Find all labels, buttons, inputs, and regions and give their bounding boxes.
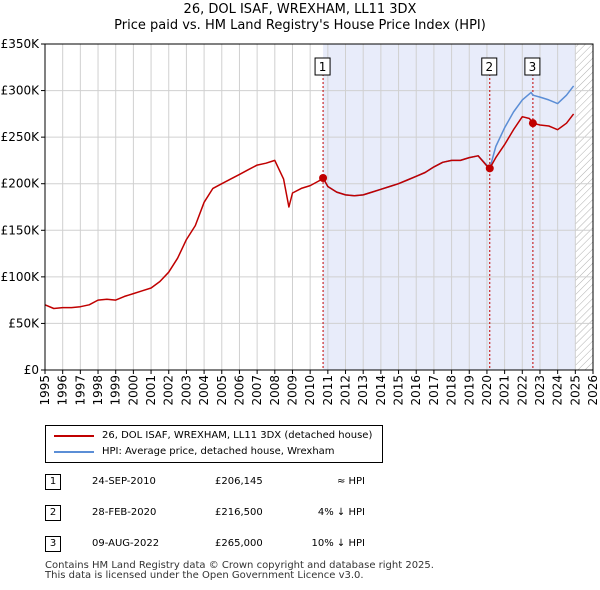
x-tick-label: 1998: [91, 375, 105, 406]
x-tick-label: 1996: [56, 375, 70, 406]
x-tick-label: 1997: [73, 375, 87, 406]
x-tick-label: 2004: [197, 375, 211, 406]
transaction-date: 09-AUG-2022: [92, 538, 160, 549]
x-tick-label: 2013: [356, 375, 370, 406]
plot-frame: [44, 43, 594, 371]
sale-box: [524, 57, 541, 76]
y-tick-label: £100K: [1, 270, 41, 284]
x-tick-label: 2017: [427, 375, 441, 406]
x-tick-label: 2001: [144, 375, 158, 406]
transaction-hpi: 10% ↓ HPI: [311, 538, 365, 549]
x-tick-label: 2019: [462, 375, 476, 406]
transaction-hpi: ≈ HPI: [336, 476, 365, 487]
transaction-price: £216,500: [215, 507, 263, 518]
transaction-number: 1: [45, 474, 61, 490]
x-tick-label: 2026: [586, 375, 600, 406]
chart-title: 26, DOL ISAF, WREXHAM, LL11 3DX Price pa…: [0, 2, 600, 34]
table-row: 2 28-FEB-2020 £216,500 4% ↓ HPI: [45, 505, 375, 523]
footer-line-2: This data is licensed under the Open Gov…: [45, 570, 364, 581]
x-tick-label: 2008: [268, 375, 282, 406]
x-tick-label: 2024: [551, 375, 565, 406]
sale-marker: [485, 164, 494, 173]
sale-box: [314, 57, 331, 76]
legend-swatch-hpi: [54, 451, 94, 453]
y-tick-label: £250K: [1, 130, 41, 144]
sale-marker: [319, 173, 328, 182]
title-line-2: Price paid vs. HM Land Registry's House …: [114, 18, 486, 33]
x-tick-label: 2025: [568, 375, 582, 406]
future-hatch-region: [575, 44, 593, 370]
price-paid-line: [44, 113, 575, 310]
x-tick-label: 1995: [38, 375, 52, 406]
y-tick-label: £200K: [1, 177, 41, 191]
x-tick-label: 2002: [162, 375, 176, 406]
transaction-hpi: 4% ↓ HPI: [317, 507, 365, 518]
x-tick-label: 2014: [374, 375, 388, 406]
x-tick-label: 1999: [109, 375, 123, 406]
marker-layer: [319, 119, 537, 182]
shaded-region: [323, 44, 576, 370]
transaction-number: 2: [45, 505, 61, 521]
y-tick-label: £0: [24, 363, 39, 377]
sale-box: [481, 57, 498, 76]
x-tick-label: 2011: [321, 375, 335, 406]
y-tick-label: £50K: [8, 316, 40, 330]
sale-box-label: 1: [319, 60, 327, 74]
legend-label-price: 26, DOL ISAF, WREXHAM, LL11 3DX (detache…: [102, 430, 373, 441]
x-tick-label: 2020: [480, 375, 494, 406]
x-tick-label: 2000: [126, 375, 140, 406]
legend: 26, DOL ISAF, WREXHAM, LL11 3DX (detache…: [45, 425, 383, 463]
x-tick-label: 2022: [515, 375, 529, 406]
x-tick-label: 2023: [533, 375, 547, 406]
footer-line-1: Contains HM Land Registry data © Crown c…: [45, 560, 434, 571]
grid-layer: [44, 43, 594, 371]
table-row: 1 24-SEP-2010 £206,145 ≈ HPI: [45, 474, 375, 492]
sale-box-label: 3: [529, 60, 537, 74]
x-tick-label: 2018: [445, 375, 459, 406]
sale-box-label: 2: [485, 60, 493, 74]
transaction-date: 24-SEP-2010: [92, 476, 156, 487]
transaction-number: 3: [45, 536, 61, 552]
x-tick-label: 2015: [392, 375, 406, 406]
x-tick-label: 2005: [215, 375, 229, 406]
x-tick-label: 2007: [250, 375, 264, 406]
x-tick-label: 2003: [179, 375, 193, 406]
y-tick-label: £350K: [1, 37, 41, 51]
legend-swatch-price: [54, 435, 94, 437]
footer: Contains HM Land Registry data © Crown c…: [45, 561, 434, 581]
x-tick-label: 2009: [285, 375, 299, 406]
legend-label-hpi: HPI: Average price, detached house, Wrex…: [102, 446, 335, 457]
transaction-date: 28-FEB-2020: [92, 507, 157, 518]
y-tick-label: £300K: [1, 84, 41, 98]
x-tick-label: 2012: [339, 375, 353, 406]
y-tick-label: £150K: [1, 223, 41, 237]
title-line-1: 26, DOL ISAF, WREXHAM, LL11 3DX: [183, 2, 417, 17]
price-chart: 1 2 3 £0 £50K £100K £150K £200K £250K £300K £350K…: [1, 37, 600, 406]
x-tick-label: 2021: [498, 375, 512, 406]
x-tick-label: 2010: [303, 375, 317, 406]
axis-layer: £0 £50K £100K £150K £200K £250K £300K £350K 1995…: [1, 37, 600, 406]
series-layer: [44, 85, 575, 310]
transaction-price: £265,000: [215, 538, 263, 549]
x-tick-label: 2016: [409, 375, 423, 406]
x-tick-label: 2006: [232, 375, 246, 406]
sale-marker: [528, 119, 537, 128]
transaction-price: £206,145: [215, 476, 263, 487]
table-row: 3 09-AUG-2022 £265,000 10% ↓ HPI: [45, 536, 375, 554]
